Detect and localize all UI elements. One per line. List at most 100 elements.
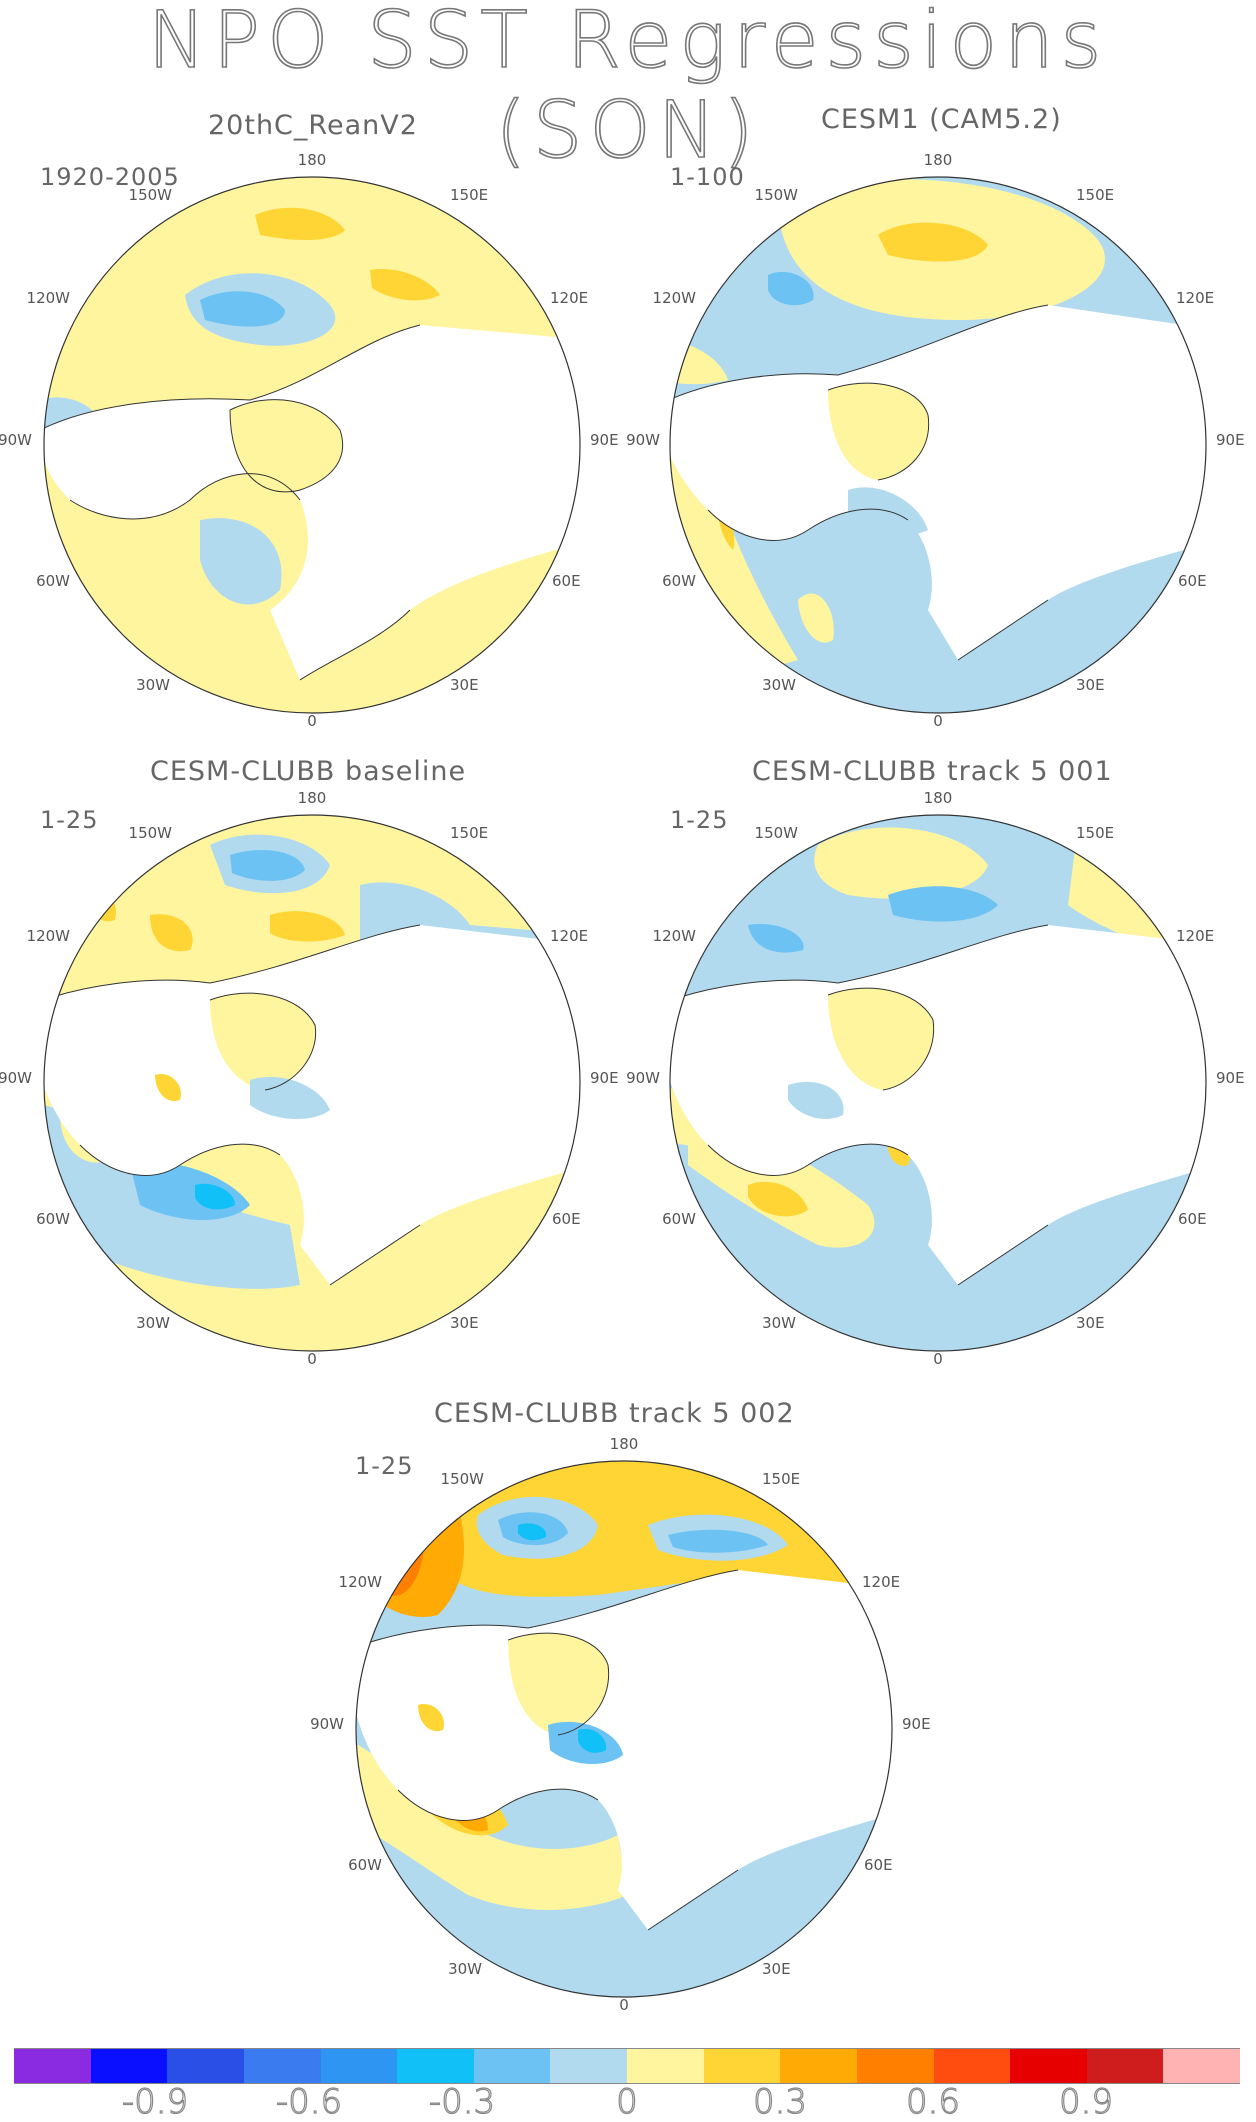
period-label-5: 1-25: [355, 1452, 414, 1480]
colorbar-segment: [703, 2049, 781, 2083]
lon-label-30e: 30E: [450, 676, 479, 694]
lon-label-60e: 60E: [552, 572, 581, 590]
lon-label-30e: 30E: [762, 1960, 791, 1978]
lon-label-180: 180: [924, 151, 953, 169]
lon-label-30w: 30W: [762, 676, 796, 694]
lon-label-60w: 60W: [662, 572, 696, 590]
colorbar-segment: [550, 2049, 627, 2083]
lon-label-120w: 120W: [27, 927, 71, 945]
lon-label-60w: 60W: [348, 1856, 382, 1874]
lon-label-180: 180: [924, 789, 953, 807]
lon-label-180: 180: [610, 1435, 639, 1453]
lon-label-30w: 30W: [448, 1960, 482, 1978]
lon-label-60w: 60W: [662, 1210, 696, 1228]
lon-label-60w: 60W: [36, 572, 70, 590]
lon-label-0: 0: [307, 712, 317, 730]
colorbar-segment: [473, 2049, 551, 2083]
lon-label-150w: 150W: [755, 186, 799, 204]
lon-label-90e: 90E: [902, 1715, 931, 1733]
polar-map-panel-1: 180 150E 120E 90E 60E 30E 0 30W 60W 90W …: [0, 151, 619, 730]
colorbar-segment: [397, 2049, 474, 2083]
lon-label-150e: 150E: [762, 1470, 800, 1488]
lon-label-90e: 90E: [1216, 431, 1245, 449]
lon-label-120e: 120E: [550, 927, 588, 945]
colorbar-segment: [780, 2049, 857, 2083]
lon-label-90w: 90W: [0, 431, 32, 449]
lon-label-150w: 150W: [755, 824, 799, 842]
period-label-3: 1-25: [40, 806, 99, 834]
colorbar-segment: [1163, 2049, 1240, 2083]
colorbar-segment: [627, 2049, 704, 2083]
lon-label-150w: 150W: [441, 1470, 485, 1488]
lon-label-90e: 90E: [1216, 1069, 1245, 1087]
lon-label-120e: 120E: [550, 289, 588, 307]
lon-label-120w: 120W: [339, 1573, 383, 1591]
colorbar-label: 0: [616, 2081, 639, 2122]
lon-label-120w: 120W: [653, 927, 697, 945]
colorbar-segment: [1010, 2049, 1087, 2083]
colorbar-segment: [14, 2049, 91, 2083]
colorbar-segment: [243, 2049, 321, 2083]
polar-map-panel-5: 180 150E 120E 90E 60E 30E 0 30W 60W 90W …: [310, 1435, 931, 2014]
lon-label-150e: 150E: [1076, 186, 1114, 204]
lon-label-60e: 60E: [1178, 572, 1207, 590]
lon-label-0: 0: [619, 1996, 629, 2014]
colorbar-label: -0.3: [428, 2081, 496, 2122]
colorbar-segment: [320, 2049, 398, 2083]
colorbar-segment: [167, 2049, 244, 2083]
lon-label-90w: 90W: [626, 431, 660, 449]
figure-title: NPO SST Regressions (SON): [147, 0, 1109, 177]
lon-label-0: 0: [933, 1350, 943, 1368]
lon-label-120e: 120E: [1176, 927, 1214, 945]
lon-label-30e: 30E: [1076, 676, 1105, 694]
lon-label-150e: 150E: [450, 824, 488, 842]
colorbar-label: 0.3: [752, 2081, 808, 2122]
colorbar-segment: [856, 2049, 934, 2083]
lon-label-150w: 150W: [129, 186, 173, 204]
lon-label-120e: 120E: [862, 1573, 900, 1591]
lon-label-90e: 90E: [590, 1069, 619, 1087]
panel-title-3: CESM-CLUBB baseline: [150, 756, 467, 787]
lon-label-150e: 150E: [1076, 824, 1114, 842]
lon-label-30e: 30E: [1076, 1314, 1105, 1332]
period-label-4: 1-25: [670, 806, 729, 834]
lon-label-30e: 30E: [450, 1314, 479, 1332]
lon-label-120w: 120W: [27, 289, 71, 307]
lon-label-90w: 90W: [310, 1715, 344, 1733]
lon-label-90w: 90W: [0, 1069, 32, 1087]
colorbar-label: -0.6: [275, 2081, 343, 2122]
colorbar-label: -0.9: [121, 2081, 189, 2122]
lon-label-30w: 30W: [136, 676, 170, 694]
lon-label-120w: 120W: [653, 289, 697, 307]
lon-label-90w: 90W: [626, 1069, 660, 1087]
colorbar-label: 0.6: [905, 2081, 961, 2122]
panel-title-5: CESM-CLUBB track 5 002: [434, 1398, 795, 1429]
lon-label-150e: 150E: [450, 186, 488, 204]
panel-title-2: CESM1 (CAM5.2): [821, 104, 1062, 135]
period-label-2: 1-100: [670, 163, 745, 191]
polar-map-panel-3: 180 150E 120E 90E 60E 30E 0 30W 60W 90W …: [0, 789, 619, 1368]
lon-label-60e: 60E: [1178, 1210, 1207, 1228]
lon-label-60e: 60E: [864, 1856, 893, 1874]
period-label-1: 1920-2005: [40, 163, 180, 191]
lon-label-180: 180: [298, 151, 327, 169]
colorbar-segment: [1086, 2049, 1164, 2083]
lon-label-60e: 60E: [552, 1210, 581, 1228]
lon-label-0: 0: [933, 712, 943, 730]
polar-map-panel-2: 180 150E 120E 90E 60E 30E 0 30W 60W 90W …: [626, 151, 1245, 730]
panel-title-4: CESM-CLUBB track 5 001: [752, 756, 1113, 787]
lon-label-30w: 30W: [762, 1314, 796, 1332]
lon-label-30w: 30W: [136, 1314, 170, 1332]
lon-label-60w: 60W: [36, 1210, 70, 1228]
colorbar-segment: [933, 2049, 1011, 2083]
lon-label-0: 0: [307, 1350, 317, 1368]
colorbar-segment: [90, 2049, 168, 2083]
lon-label-90e: 90E: [590, 431, 619, 449]
panel-title-1: 20thC_ReanV2: [208, 110, 418, 141]
polar-map-panel-4: 180 150E 120E 90E 60E 30E 0 30W 60W 90W …: [626, 789, 1245, 1368]
lon-label-180: 180: [298, 789, 327, 807]
colorbar-label: 0.9: [1058, 2081, 1114, 2122]
colorbar: [14, 2048, 1240, 2084]
lon-label-120e: 120E: [1176, 289, 1214, 307]
lon-label-150w: 150W: [129, 824, 173, 842]
